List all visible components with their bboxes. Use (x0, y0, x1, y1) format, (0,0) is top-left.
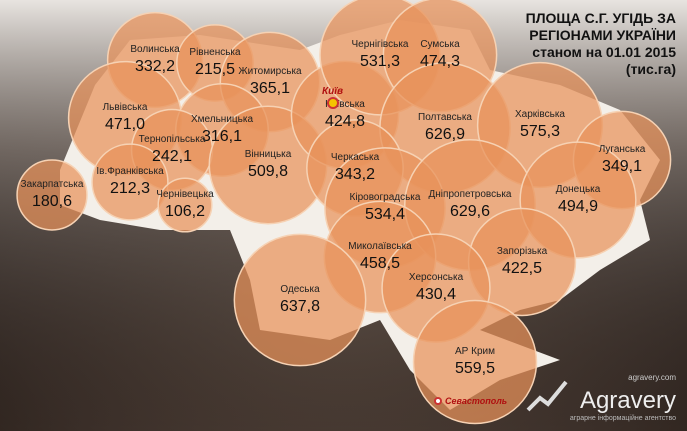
region-name: Луганська (599, 144, 646, 155)
region-bubble (157, 177, 213, 233)
region-name: Закарпатська (21, 179, 84, 190)
region-bubble (412, 299, 538, 425)
title-line: ПЛОЩА С.Г. УГІДЬ ЗА (526, 10, 676, 26)
region-value: 534,4 (365, 206, 405, 223)
region-name: Харківська (515, 109, 565, 120)
region-name: Львівська (103, 102, 148, 113)
region-name: Хмельницька (191, 114, 253, 125)
region-name: Миколаївська (348, 241, 412, 252)
title-line: станом на 01.01 2015 (532, 44, 676, 60)
region-name: Рівненська (189, 47, 241, 58)
title-line: (тис.га) (626, 61, 676, 77)
region-name: Житомирська (238, 66, 302, 77)
city-marker (434, 397, 442, 405)
region-value: 349,1 (602, 158, 642, 175)
region-name: Ів.Франківська (96, 166, 164, 177)
region-value: 365,1 (250, 80, 290, 97)
region-name: Волинська (130, 44, 180, 55)
region-name: Сумська (420, 39, 460, 50)
region-value: 458,5 (360, 255, 400, 272)
region-name: Донецька (556, 184, 601, 195)
region-name: АР Крим (455, 346, 495, 357)
region-name: Тернопільська (139, 134, 206, 145)
region-name: Херсонська (409, 272, 464, 283)
region-name: Київська (325, 99, 365, 110)
region-value: 316,1 (202, 128, 242, 145)
region-name: Дніпропетровська (429, 189, 512, 200)
region-value: 430,4 (416, 286, 456, 303)
region-value: 343,2 (335, 166, 375, 183)
region-value: 212,3 (110, 180, 150, 197)
region-name: Одеська (280, 284, 320, 295)
brand-name: Agravery (580, 387, 676, 414)
region-value: 637,8 (280, 298, 320, 315)
region-value: 471,0 (105, 116, 145, 133)
city-marker (327, 97, 339, 109)
region-value: 629,6 (450, 203, 490, 220)
region-value: 242,1 (152, 148, 192, 165)
brand-tagline: аграрне інформаційне агентство (570, 414, 676, 422)
region-value: 424,8 (325, 113, 365, 130)
region-value: 494,9 (558, 198, 598, 215)
region-bubble (233, 233, 367, 367)
region-value: 422,5 (502, 260, 542, 277)
region-name: Полтавська (418, 112, 472, 123)
region-value: 626,9 (425, 126, 465, 143)
brand-logo (526, 380, 568, 412)
title-line: РЕГІОНАМИ УКРАЇНИ (529, 27, 676, 43)
region-value: 215,5 (195, 61, 235, 78)
region-bubble (16, 159, 88, 231)
region-value: 474,3 (420, 53, 460, 70)
region-value: 106,2 (165, 203, 205, 220)
region-name: Кіровоградська (350, 192, 421, 203)
region-name: Чернігівська (352, 39, 409, 50)
region-value: 509,8 (248, 163, 288, 180)
region-value: 575,3 (520, 123, 560, 140)
city-label: Севастополь (445, 396, 507, 406)
region-bubble (91, 143, 169, 221)
region-name: Запорізька (497, 246, 548, 257)
region-name: Чернівецька (156, 189, 214, 200)
region-value: 559,5 (455, 360, 495, 377)
region-name: Вінницька (245, 149, 292, 160)
city-label: Київ (322, 86, 343, 97)
region-value: 531,3 (360, 53, 400, 70)
region-value: 332,2 (135, 58, 175, 75)
region-name: Черкаська (331, 152, 380, 163)
region-value: 180,6 (32, 193, 72, 210)
brand-site: agravery.com (628, 373, 676, 382)
